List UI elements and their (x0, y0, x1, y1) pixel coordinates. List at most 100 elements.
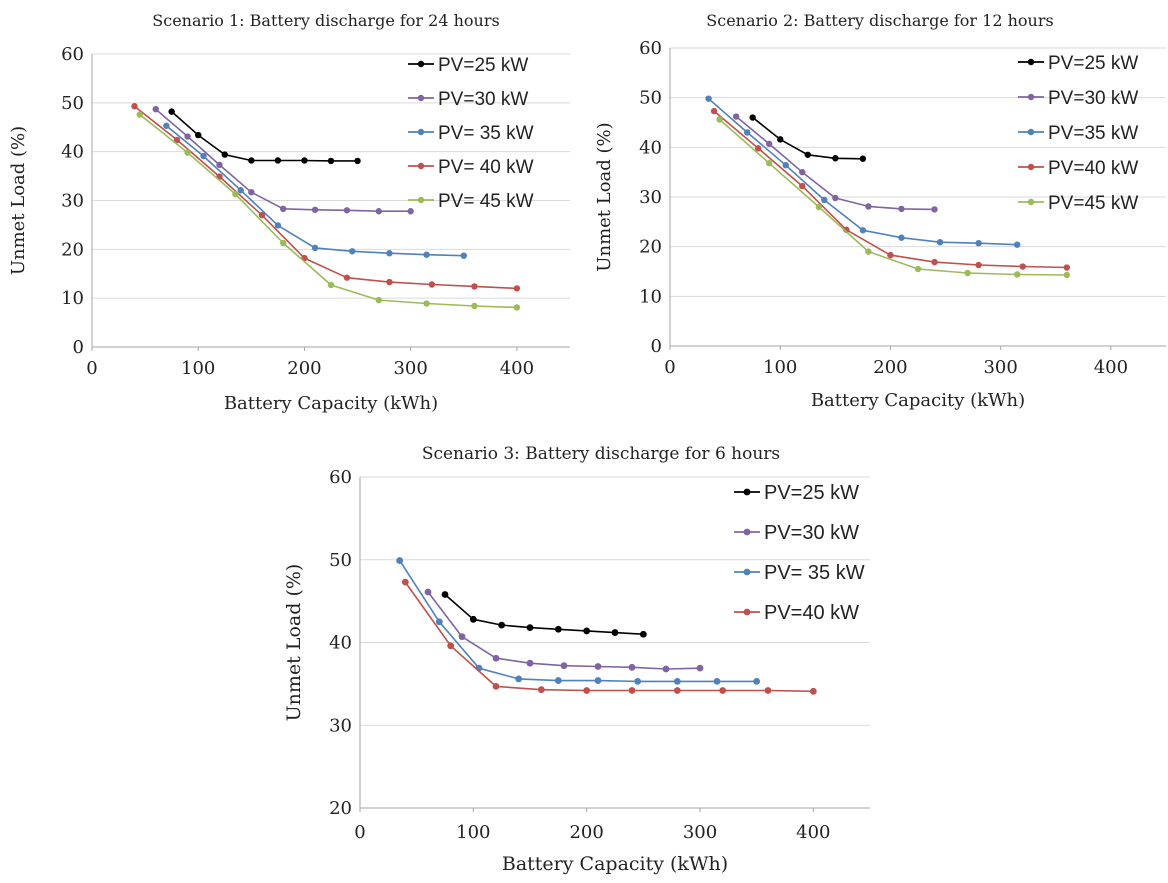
data-point (526, 659, 534, 667)
x-tick-label: 0 (354, 822, 365, 843)
legend-item: PV=25 kW (1018, 53, 1138, 74)
data-point (386, 278, 393, 286)
y-tick-label: 0 (651, 336, 662, 357)
data-point (705, 95, 712, 102)
data-point (343, 207, 351, 214)
data-point (460, 252, 467, 259)
data-point (583, 687, 591, 694)
y-tick-label: 10 (639, 286, 662, 307)
legend-label: PV=35 kW (1048, 123, 1138, 144)
series-4 (710, 107, 1071, 271)
data-point (673, 687, 681, 694)
data-point (513, 304, 521, 311)
y-axis-label: Unmet Load (%) (283, 564, 305, 722)
data-point (513, 285, 521, 292)
data-point (375, 296, 382, 304)
data-point (753, 677, 761, 685)
data-point (554, 677, 562, 684)
series-4 (131, 103, 521, 292)
x-tick-label: 200 (873, 357, 907, 378)
data-point (441, 591, 449, 598)
y-axis-label: Unmet Load (%) (8, 126, 29, 275)
data-point (594, 663, 602, 670)
legend-label: PV=30 kW (438, 89, 528, 110)
data-point (821, 196, 828, 204)
chart-title: Scenario 1: Battery discharge for 24 hou… (152, 11, 499, 30)
data-point (931, 258, 938, 266)
y-tick-label: 20 (329, 798, 352, 819)
series-4 (401, 578, 817, 695)
legend-label: PV= 35 kW (764, 562, 865, 584)
data-point (898, 234, 905, 241)
data-point (898, 205, 905, 213)
y-tick-label: 40 (329, 633, 352, 654)
y-tick-label: 50 (329, 550, 352, 571)
series-2 (152, 105, 414, 215)
legend-item: PV=25 kW (408, 55, 528, 76)
data-point (469, 615, 477, 623)
x-axis-label: Battery Capacity (kWh) (502, 853, 728, 875)
legend-item: PV=35 kW (1018, 123, 1138, 144)
legend-label: PV= 40 kW (438, 157, 534, 178)
x-tick-label: 400 (1094, 357, 1128, 378)
chart-title: Scenario 2: Battery discharge for 12 hou… (706, 11, 1053, 30)
data-point (327, 157, 335, 165)
data-point (274, 157, 282, 164)
data-point (673, 677, 681, 685)
y-tick-label: 50 (639, 88, 662, 109)
data-point (248, 188, 255, 196)
legend-item: PV=40 kW (1018, 158, 1138, 179)
data-point (498, 621, 506, 629)
series-3 (396, 557, 761, 685)
data-point (168, 108, 175, 115)
data-point (349, 248, 356, 255)
x-tick-label: 100 (181, 358, 215, 379)
data-point (809, 687, 817, 695)
y-tick-label: 60 (639, 38, 662, 59)
data-point (327, 281, 335, 289)
y-tick-label: 60 (329, 467, 352, 488)
legend-item: PV=45 kW (1018, 193, 1138, 214)
data-point (526, 624, 534, 632)
legend-item: PV=30 kW (408, 89, 528, 110)
data-point (423, 300, 430, 307)
data-point (386, 250, 393, 257)
series-1 (441, 591, 647, 638)
x-tick-label: 200 (287, 358, 321, 379)
data-point (865, 248, 872, 255)
legend-swatch-marker (743, 608, 751, 616)
legend-label: PV=25 kW (438, 55, 528, 76)
chart-title: Scenario 3: Battery discharge for 6 hour… (422, 444, 780, 464)
data-point (492, 654, 500, 662)
legend-label: PV=25 kW (1048, 53, 1138, 74)
data-point (435, 618, 443, 626)
legend-swatch-marker (1027, 198, 1035, 206)
data-point (424, 588, 432, 596)
data-point (964, 269, 971, 277)
data-point (766, 160, 773, 167)
data-point (799, 168, 806, 176)
data-point (375, 208, 382, 215)
y-tick-label: 60 (61, 44, 84, 65)
legend-label: PV=40 kW (764, 602, 859, 624)
data-point (804, 151, 811, 158)
data-point (537, 686, 545, 694)
data-point (865, 203, 872, 210)
data-point (152, 105, 159, 113)
y-tick-label: 40 (61, 142, 84, 163)
series-line (134, 105, 517, 290)
legend-item: PV=40 kW (734, 602, 859, 624)
series-2 (732, 113, 938, 213)
data-point (1019, 263, 1026, 270)
series-line (399, 560, 757, 683)
data-point (583, 627, 591, 635)
legend-swatch-marker (417, 196, 425, 204)
data-point (843, 226, 850, 233)
data-point (743, 129, 751, 136)
data-point (799, 182, 806, 190)
data-point (754, 145, 762, 152)
chart-1: Scenario 1: Battery discharge for 24 hou… (8, 11, 570, 414)
data-point (931, 206, 938, 213)
data-point (492, 682, 500, 690)
